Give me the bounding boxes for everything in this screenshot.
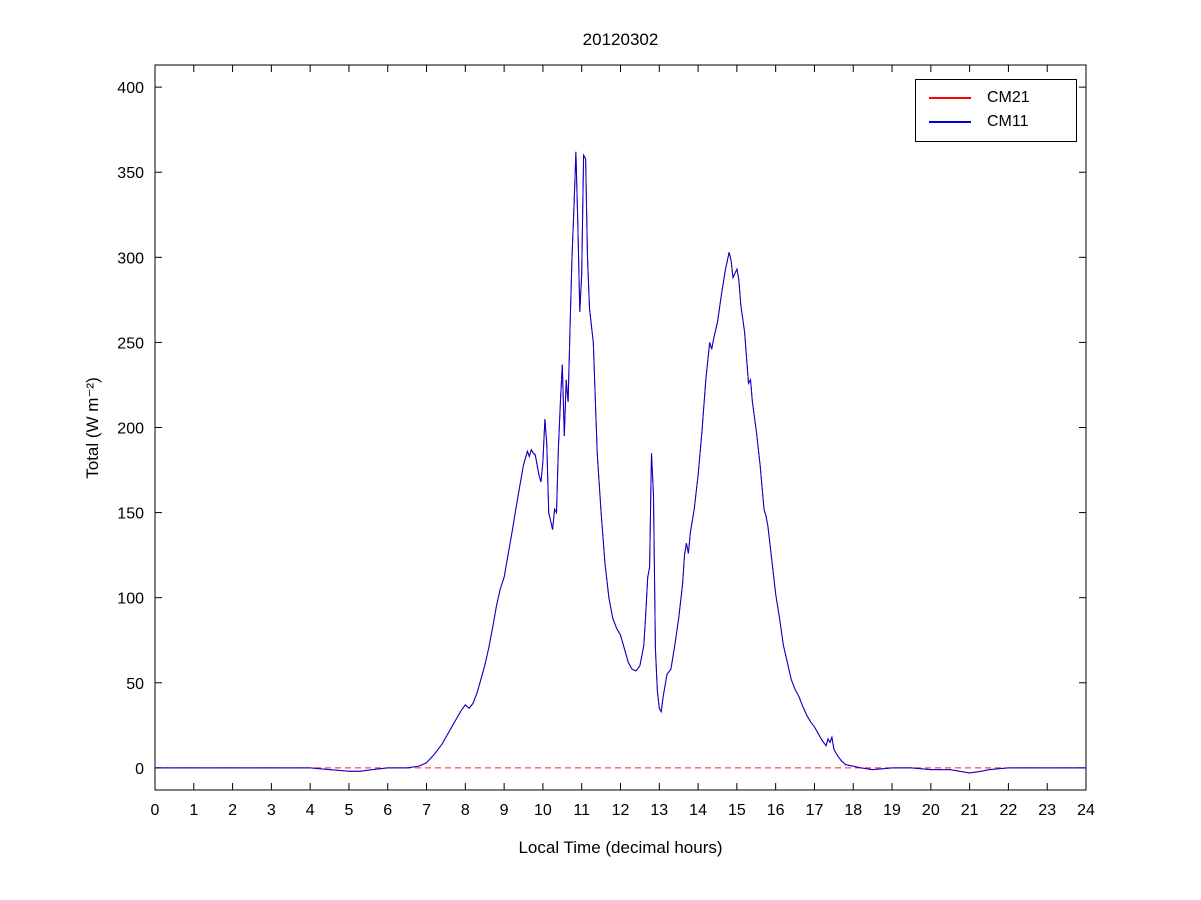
y-tick-label: 150	[117, 506, 144, 523]
x-tick-label: 6	[383, 802, 392, 819]
x-tick-label: 5	[345, 802, 354, 819]
x-tick-label: 15	[728, 802, 746, 819]
cm11-line-sample	[929, 121, 971, 123]
y-tick-label: 250	[117, 335, 144, 352]
x-tick-label: 7	[422, 802, 431, 819]
y-tick-label: 100	[117, 591, 144, 608]
x-tick-label: 19	[883, 802, 901, 819]
x-tick-label: 12	[612, 802, 630, 819]
x-tick-label: 23	[1038, 802, 1056, 819]
legend-label-cm11: CM11	[987, 113, 1029, 130]
x-tick-label: 3	[267, 802, 276, 819]
x-tick-label: 0	[151, 802, 160, 819]
x-tick-label: 24	[1077, 802, 1095, 819]
x-tick-label: 21	[961, 802, 979, 819]
x-tick-label: 16	[767, 802, 785, 819]
x-tick-label: 1	[189, 802, 198, 819]
x-tick-label: 4	[306, 802, 315, 819]
x-tick-label: 8	[461, 802, 470, 819]
legend-label-cm21: CM21	[987, 89, 1030, 106]
x-tick-label: 13	[650, 802, 668, 819]
x-tick-label: 9	[500, 802, 509, 819]
legend-entry-cm11: CM11	[916, 110, 1076, 134]
x-tick-label: 10	[534, 802, 552, 819]
x-tick-label: 14	[689, 802, 707, 819]
x-tick-label: 11	[573, 802, 590, 819]
y-tick-label: 300	[117, 250, 144, 267]
x-tick-label: 20	[922, 802, 940, 819]
y-tick-label: 400	[117, 80, 144, 97]
chart-title: 20120302	[582, 30, 659, 49]
y-tick-label: 50	[126, 676, 144, 693]
y-tick-label: 200	[117, 421, 144, 438]
y-tick-label: 350	[117, 165, 144, 182]
axes-box	[154, 64, 1087, 791]
series-line-CM11	[155, 151, 1086, 774]
y-tick-label: 0	[135, 761, 144, 778]
legend-entry-cm21: CM21	[916, 86, 1076, 110]
x-tick-label: 2	[228, 802, 237, 819]
x-axis-label: Local Time (decimal hours)	[518, 838, 723, 857]
series-line-CM21	[155, 151, 1086, 774]
legend-box: CM21 CM11	[915, 79, 1077, 142]
x-tick-label: 17	[806, 802, 824, 819]
cm21-line-sample	[929, 97, 971, 99]
x-tick-label: 22	[1000, 802, 1018, 819]
x-tick-label: 18	[844, 802, 862, 819]
y-axis-label: Total (W m⁻²)	[83, 377, 102, 479]
